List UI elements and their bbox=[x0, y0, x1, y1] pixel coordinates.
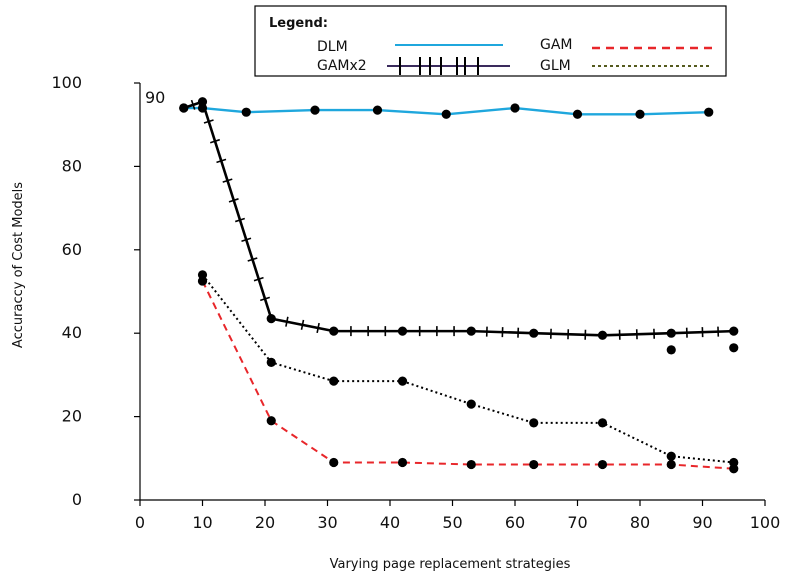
data-point-dlm bbox=[704, 107, 714, 117]
series-tick-gamx2 bbox=[190, 99, 196, 110]
data-point-gam bbox=[266, 416, 276, 426]
x-tick-label: 0 bbox=[135, 513, 145, 532]
x-tick-label: 50 bbox=[442, 513, 462, 532]
legend: Legend: DLM GAMx2 GAM GLM bbox=[254, 5, 727, 77]
x-axis-title: Varying page replacement strategies bbox=[330, 557, 571, 572]
data-point-glm bbox=[729, 457, 739, 468]
legend-label-glm: GLM bbox=[540, 58, 571, 74]
data-point-dlm bbox=[635, 109, 645, 119]
legend-label-dlm: DLM bbox=[317, 39, 348, 55]
legend-label-gam: GAM bbox=[540, 37, 573, 53]
data-point-gamx2 bbox=[729, 326, 739, 336]
x-tick-label: 70 bbox=[567, 513, 587, 532]
series-line-glm bbox=[201, 274, 734, 464]
series-tick-gamx2 bbox=[228, 198, 239, 203]
data-point-gam bbox=[597, 459, 608, 470]
data-point-dlm bbox=[241, 107, 251, 117]
series-line-gamx2 bbox=[183, 100, 734, 337]
y-axis-title: Accuraccy of Cost Models bbox=[11, 182, 26, 348]
series-tick-gamx2 bbox=[222, 178, 233, 183]
legend-title: Legend: bbox=[269, 16, 328, 31]
series-line-gam bbox=[201, 280, 734, 470]
data-point-extra bbox=[729, 343, 739, 353]
data-point-dlm bbox=[572, 109, 583, 119]
series-layer bbox=[183, 99, 734, 470]
legend-box bbox=[254, 5, 727, 77]
series-tick-gamx2 bbox=[209, 138, 221, 144]
data-point-gamx2 bbox=[329, 326, 339, 336]
data-point-glm bbox=[529, 418, 539, 428]
y-top-annotation: 90 bbox=[145, 88, 165, 107]
series-tick-gamx2 bbox=[253, 276, 264, 282]
data-point-gam bbox=[529, 459, 539, 470]
x-tick-label: 30 bbox=[317, 513, 337, 532]
y-tick-label: 40 bbox=[62, 323, 82, 342]
data-point-glm bbox=[329, 376, 339, 386]
series-tick-gamx2 bbox=[247, 257, 258, 262]
data-point-glm bbox=[397, 376, 408, 386]
y-ticks: 0 20 40 60 80 100 bbox=[51, 73, 140, 509]
data-point-glm bbox=[197, 270, 208, 280]
series-tick-gamx2 bbox=[259, 296, 271, 302]
data-point-gamx2 bbox=[466, 326, 476, 336]
data-point-dlm bbox=[372, 105, 383, 115]
series-tick-gamx2 bbox=[216, 158, 227, 164]
x-tick-label: 100 bbox=[750, 513, 781, 532]
series-tick-gamx2 bbox=[300, 319, 305, 330]
series-tick-gamx2 bbox=[316, 322, 320, 334]
x-tick-label: 80 bbox=[630, 513, 650, 532]
data-point-gam bbox=[666, 459, 676, 470]
points-layer bbox=[179, 97, 739, 474]
x-tick-label: 10 bbox=[192, 513, 212, 532]
data-point-glm bbox=[466, 399, 476, 409]
data-point-gamx2 bbox=[397, 326, 408, 336]
x-tick-label: 20 bbox=[255, 513, 275, 532]
y-tick-label: 0 bbox=[72, 490, 82, 509]
data-point-dlm bbox=[510, 103, 520, 113]
y-tick-label: 80 bbox=[62, 156, 82, 175]
x-tick-label: 40 bbox=[380, 513, 400, 532]
data-point-glm bbox=[597, 418, 608, 428]
data-point-glm bbox=[666, 451, 676, 461]
data-point-gamx2 bbox=[266, 314, 276, 324]
data-point-gamx2 bbox=[197, 97, 208, 107]
series-tick-gamx2 bbox=[241, 237, 252, 243]
data-point-gamx2 bbox=[597, 330, 608, 340]
data-point-gam bbox=[397, 457, 408, 468]
x-tick-label: 60 bbox=[505, 513, 525, 532]
data-point-extra bbox=[666, 345, 676, 355]
data-point-glm bbox=[266, 357, 276, 367]
series-tick-gamx2 bbox=[234, 217, 246, 223]
legend-label-gamx2: GAMx2 bbox=[317, 58, 367, 74]
x-tick-label: 90 bbox=[692, 513, 712, 532]
y-tick-label: 100 bbox=[51, 73, 82, 92]
data-point-gam bbox=[329, 457, 339, 468]
data-point-gamx2 bbox=[529, 328, 539, 338]
y-tick-label: 60 bbox=[62, 240, 82, 259]
series-tick-gamx2 bbox=[203, 119, 214, 124]
x-ticks: 0 10 20 30 40 50 60 70 80 90 100 bbox=[135, 500, 780, 532]
series-line-dlm bbox=[183, 106, 709, 116]
data-point-dlm bbox=[441, 109, 451, 119]
data-point-dlm bbox=[310, 105, 320, 115]
data-point-gamx2 bbox=[179, 103, 189, 113]
data-point-gam bbox=[466, 459, 476, 470]
series-tick-gamx2 bbox=[285, 316, 289, 327]
y-tick-label: 20 bbox=[62, 407, 82, 426]
legend-swatch-gamx2 bbox=[387, 57, 510, 75]
data-point-gamx2 bbox=[666, 328, 676, 338]
